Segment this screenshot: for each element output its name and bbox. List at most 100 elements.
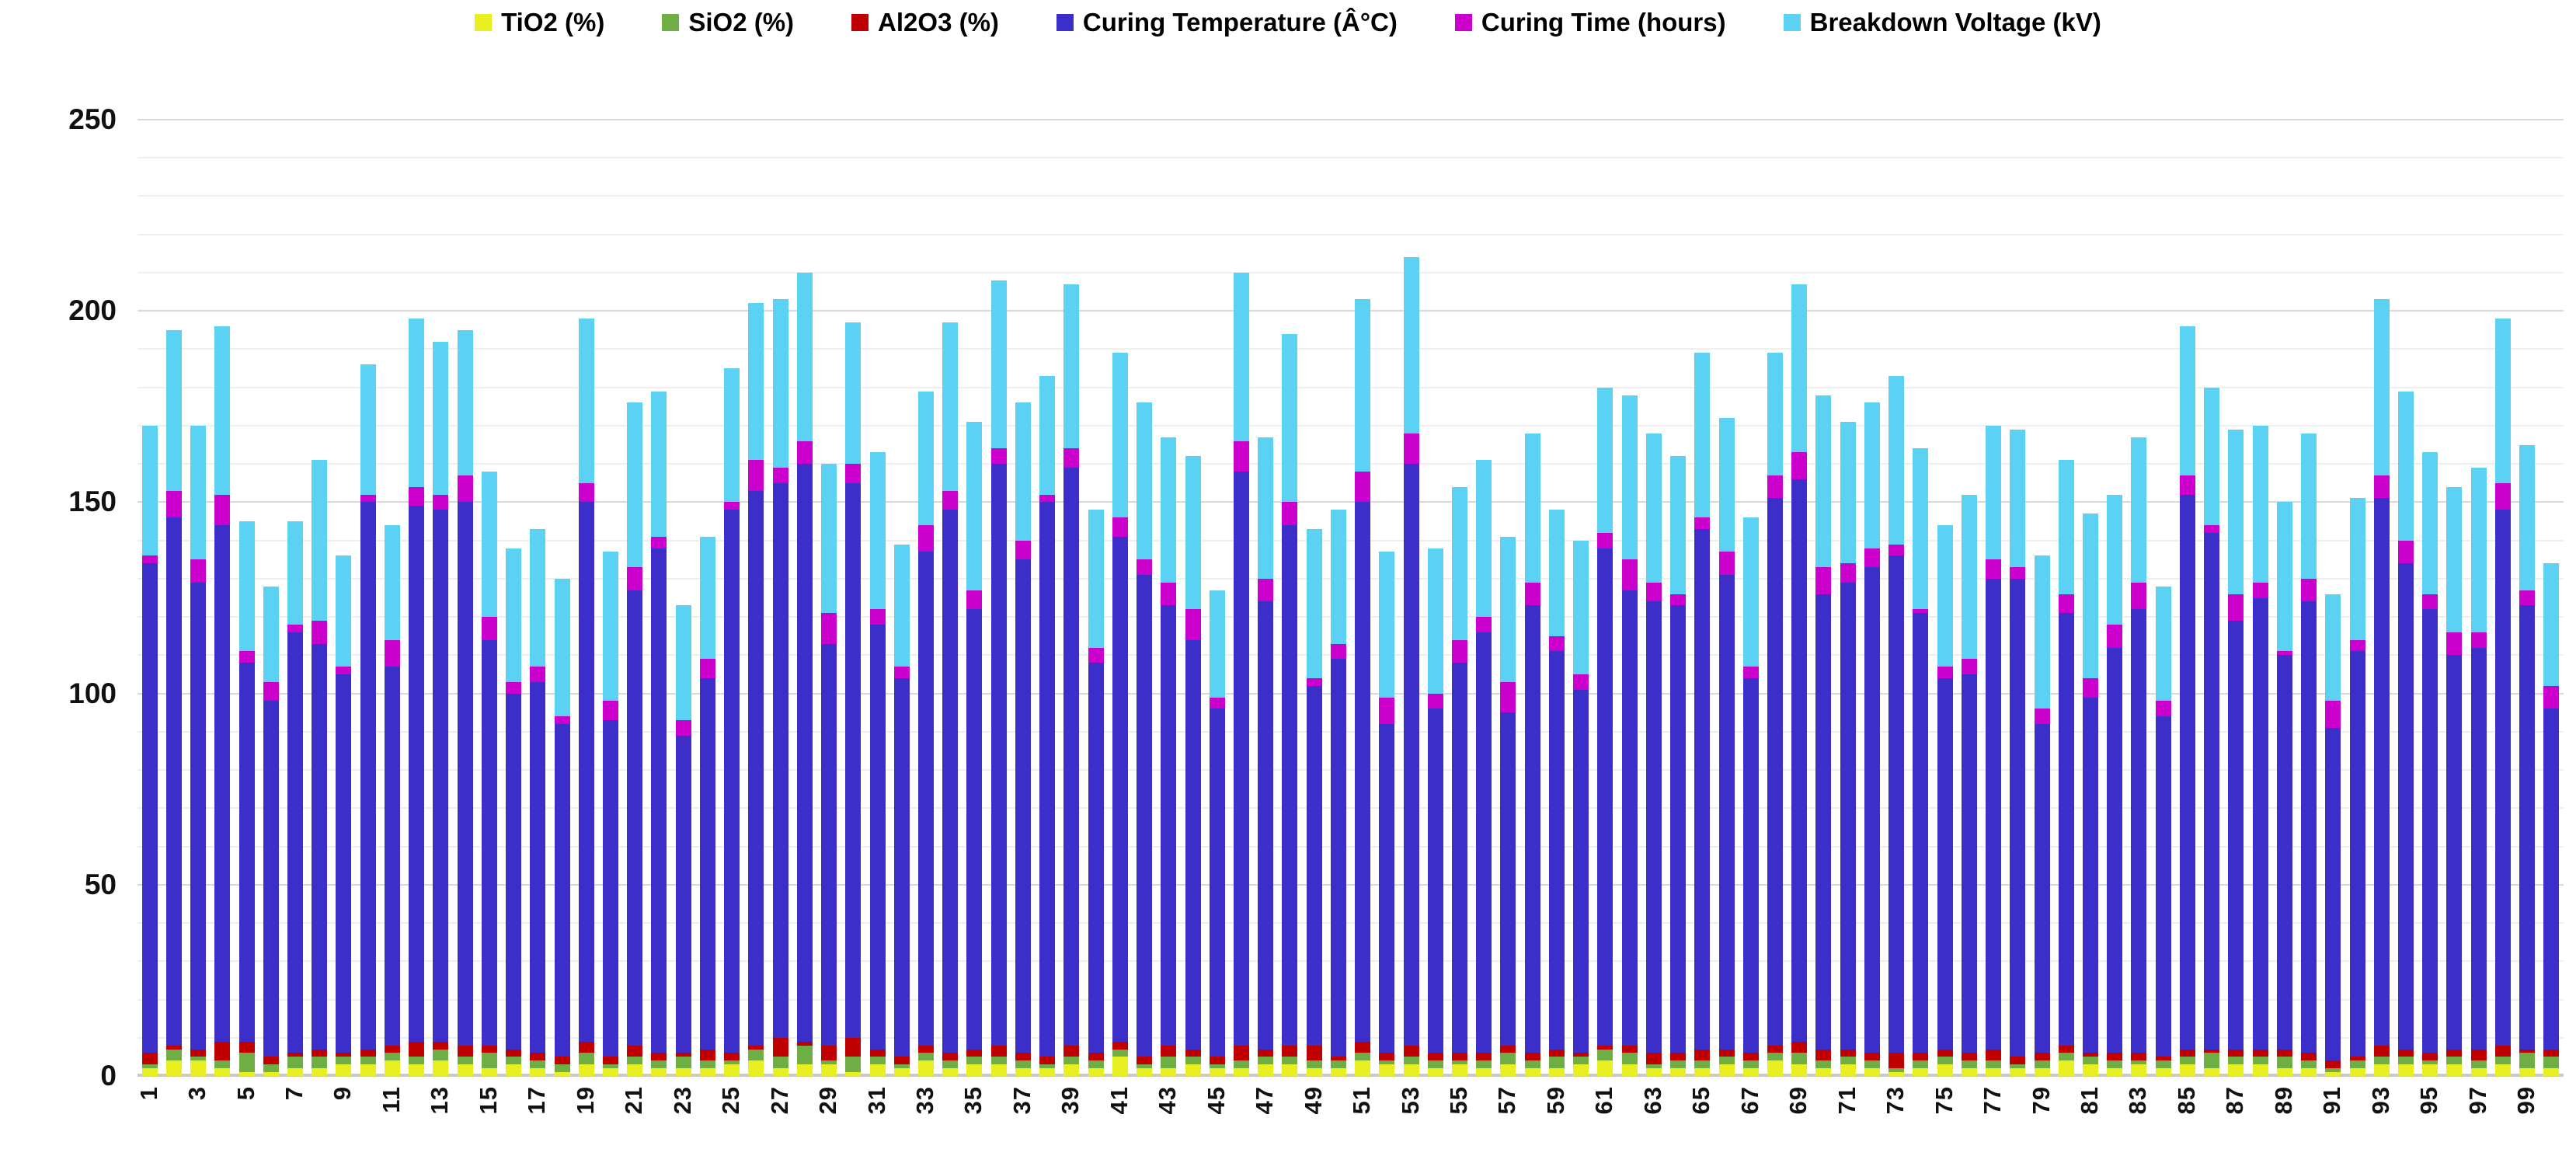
bar-segment (2446, 655, 2463, 1050)
bar-segment (165, 1049, 182, 1061)
bar-segment (1621, 1045, 1638, 1053)
bar-segment (1452, 639, 1468, 663)
bar-segment (2470, 1068, 2487, 1076)
bar-segment (1112, 517, 1128, 537)
bar-segment (2131, 609, 2147, 1053)
bar-segment (796, 464, 813, 1042)
x-axis-label: 21 (620, 1086, 648, 1115)
bar-segment (2398, 1064, 2414, 1076)
bar-segment (2252, 1057, 2268, 1065)
legend-item: SiO2 (%) (662, 8, 794, 37)
bar-segment (1379, 552, 1395, 698)
bar-stack (1039, 375, 1056, 1076)
gridline (138, 271, 2564, 273)
bar-segment (2325, 1068, 2341, 1073)
bar-segment (796, 1064, 813, 1076)
bar-stack (433, 341, 449, 1076)
bar-stack (1645, 433, 1662, 1076)
bar-segment (772, 1057, 788, 1069)
bar-segment (772, 1068, 788, 1076)
bar-segment (2301, 1068, 2317, 1076)
bar-segment (1330, 643, 1346, 660)
x-axis-label: 95 (2415, 1086, 2443, 1115)
bar-segment (506, 1049, 522, 1057)
bar-segment (869, 1057, 886, 1065)
bar-segment (1039, 1068, 1056, 1076)
bar-segment (1137, 574, 1153, 1057)
bar-segment (2325, 1072, 2341, 1076)
bar-segment (190, 1049, 207, 1057)
x-axis-label: 13 (426, 1086, 454, 1115)
bar-segment (287, 521, 303, 625)
bar-segment (1452, 1064, 1468, 1076)
bar-segment (1718, 552, 1735, 575)
bar-segment (1767, 498, 1784, 1046)
bar-segment (165, 329, 182, 491)
bar-segment (141, 1068, 158, 1076)
bar-segment (917, 524, 934, 552)
bar-segment (1670, 456, 1687, 594)
bar-stack (1961, 494, 1977, 1076)
bar-segment (699, 1049, 715, 1061)
bar-stack (2470, 468, 2487, 1076)
bar-segment (1088, 510, 1104, 648)
bar-segment (1913, 1068, 1929, 1076)
bar-segment (2058, 460, 2074, 594)
bar-segment (165, 517, 182, 1046)
bar-segment (1209, 709, 1225, 1057)
bar-segment (1670, 594, 1687, 606)
x-axis-line (138, 1074, 2564, 1077)
y-axis-label: 100 (68, 677, 117, 709)
bar-segment (481, 617, 497, 640)
bar-segment (1233, 1045, 1249, 1061)
bar-segment (2204, 524, 2220, 533)
bar-segment (1718, 1057, 1735, 1065)
gridline (138, 960, 2564, 963)
x-axis-label: 71 (1833, 1086, 1861, 1115)
bar-segment (1767, 1060, 1784, 1076)
bar-segment (821, 464, 837, 614)
bar-segment (1597, 548, 1613, 1046)
bar-segment (821, 1045, 837, 1061)
bar-segment (1209, 1068, 1225, 1076)
bar-segment (2543, 1057, 2560, 1069)
gridline (138, 692, 2564, 695)
bar-segment (1670, 1068, 1687, 1076)
bar-stack (2422, 452, 2438, 1076)
bar-segment (506, 693, 522, 1050)
bar-segment (2301, 1053, 2317, 1061)
bar-segment (990, 280, 1007, 449)
bar-stack (409, 319, 425, 1076)
x-axis-label: 7 (280, 1086, 308, 1101)
bar-segment (2373, 1064, 2390, 1076)
bar-segment (409, 486, 425, 507)
bar-segment (2301, 1060, 2317, 1069)
bar-segment (1306, 1045, 1322, 1061)
bar-segment (384, 667, 400, 1046)
bar-segment (1137, 1057, 1153, 1065)
bar-segment (2010, 1057, 2026, 1065)
bar-segment (2470, 632, 2487, 648)
gridline (138, 233, 2564, 235)
bar-segment (748, 490, 764, 1046)
bar-segment (2034, 1060, 2050, 1069)
bar-segment (1694, 517, 1711, 529)
bar-segment (990, 1045, 1007, 1057)
bar-segment (1742, 1053, 1759, 1061)
bar-segment (530, 681, 546, 1053)
x-axis-label: 73 (1882, 1086, 1909, 1115)
bar-segment (2228, 621, 2244, 1050)
gridline (138, 922, 2564, 924)
bar-segment (1161, 1057, 1177, 1069)
bar-segment (1548, 1049, 1565, 1057)
bar-segment (1961, 494, 1977, 660)
bar-segment (2107, 1053, 2123, 1061)
bar-segment (1039, 1057, 1056, 1065)
bar-segment (190, 582, 207, 1050)
bar-stack (1815, 395, 1832, 1076)
bar-segment (1306, 685, 1322, 1046)
bar-segment (845, 322, 862, 465)
x-axis-label: 93 (2366, 1086, 2394, 1115)
bar-stack (651, 391, 667, 1076)
bar-segment (263, 681, 279, 702)
